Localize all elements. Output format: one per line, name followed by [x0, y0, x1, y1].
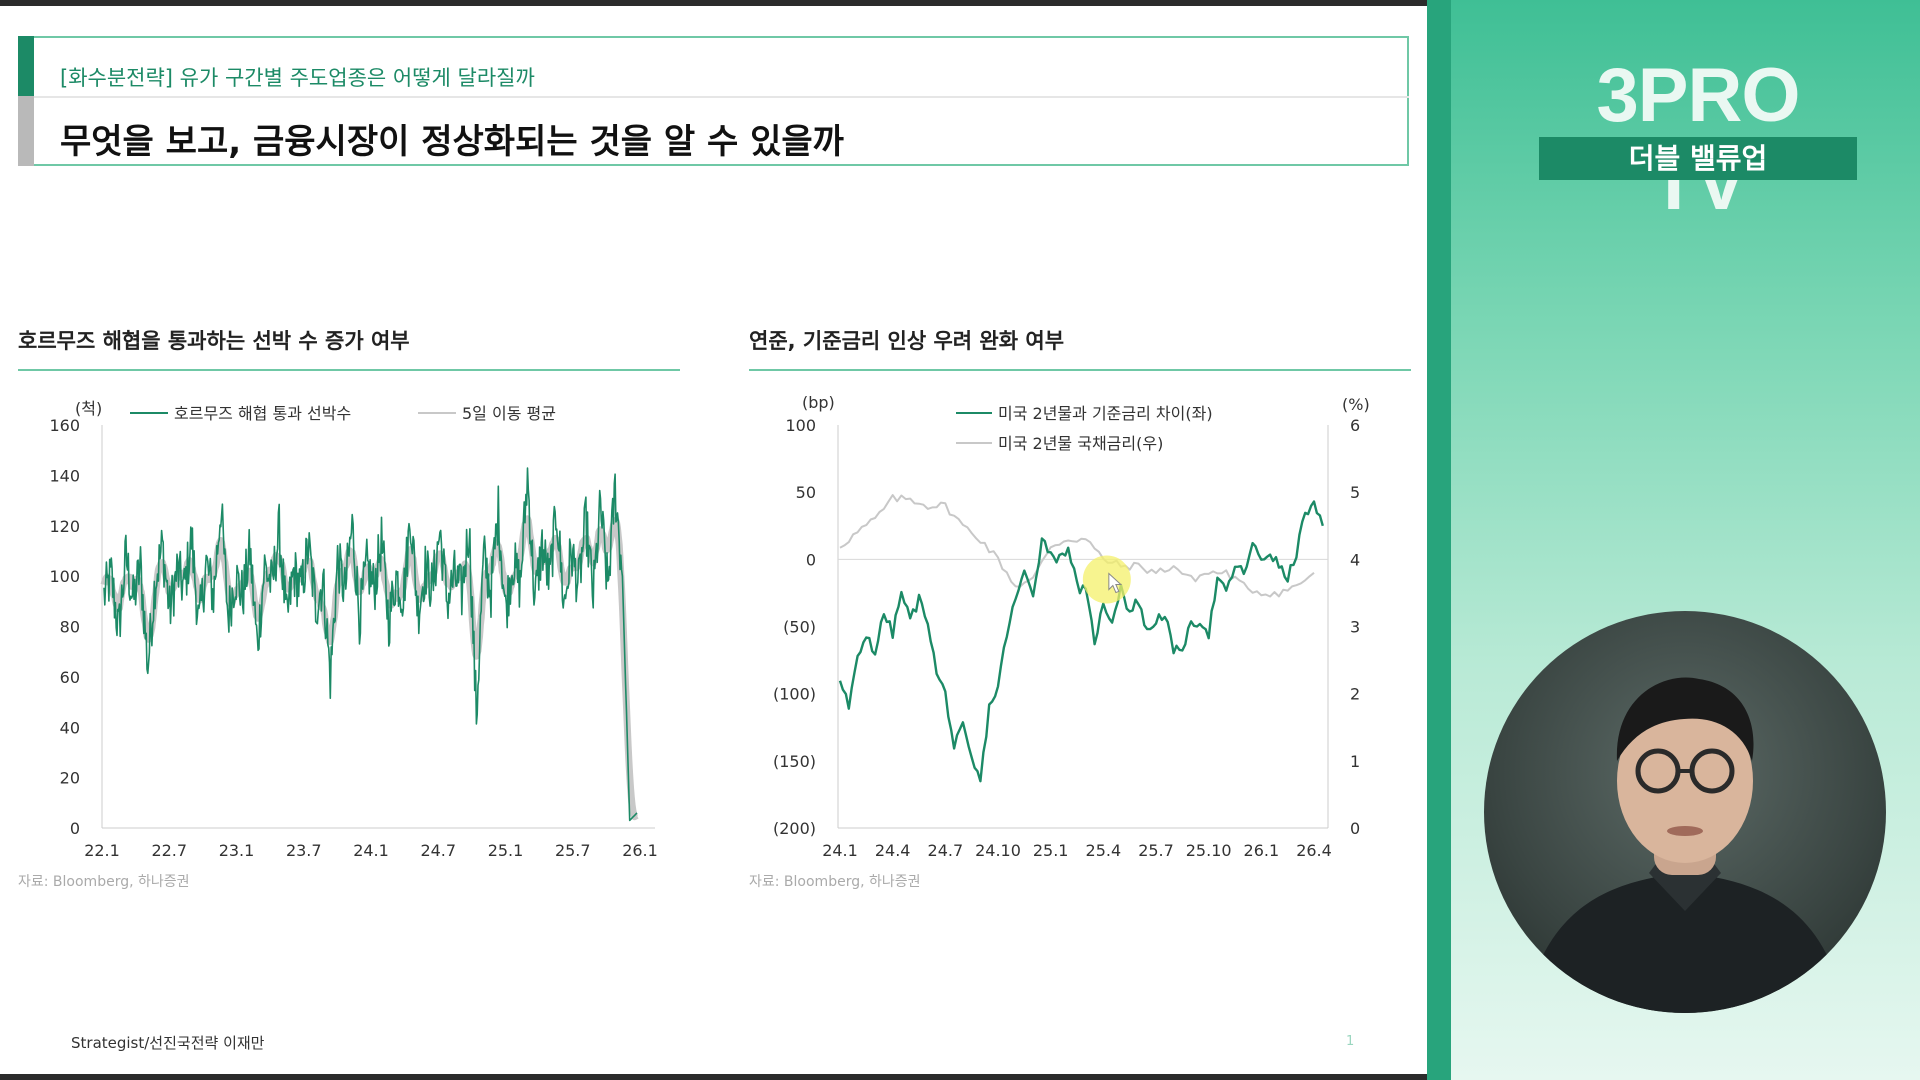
right-x-tick-label: 25.4 — [1086, 841, 1122, 860]
right-left-tick-label: 100 — [785, 416, 816, 435]
right-right-tick-label: 5 — [1350, 483, 1360, 502]
left-x-tick-label: 22.7 — [151, 841, 187, 860]
right-x-tick-label: 25.10 — [1186, 841, 1232, 860]
left-y-tick-label: 140 — [49, 466, 80, 485]
header-accent-green — [18, 36, 34, 96]
right-x-tick-label: 24.10 — [975, 841, 1021, 860]
left-y-tick-label: 120 — [49, 517, 80, 536]
left-chart-rule — [18, 369, 680, 371]
page-number: 1 — [1346, 1034, 1355, 1049]
left-y-tick-label: 40 — [60, 718, 80, 737]
left-y-tick-label: 60 — [60, 668, 80, 687]
left-y-tick-label: 160 — [49, 416, 80, 435]
left-y-tick-label: 100 — [49, 567, 80, 586]
left-x-tick-label: 25.7 — [555, 841, 591, 860]
right-x-tick-label: 26.4 — [1296, 841, 1332, 860]
right-series-2y-yield — [839, 494, 1315, 598]
right-x-tick-label: 24.1 — [822, 841, 858, 860]
right-x-tick-label: 25.1 — [1033, 841, 1069, 860]
left-y-tick-label: 80 — [60, 618, 80, 637]
presenter-webcam — [1484, 611, 1886, 1013]
left-x-tick-label: 23.7 — [286, 841, 322, 860]
right-right-tick-label: 6 — [1350, 416, 1360, 435]
right-left-tick-label: (100) — [773, 685, 816, 704]
right-right-unit: (%) — [1342, 395, 1370, 414]
right-right-tick-label: 3 — [1350, 618, 1360, 637]
right-left-tick-label: 50 — [796, 483, 816, 502]
slide-title: 무엇을 보고, 금융시장이 정상화되는 것을 알 수 있을까 — [60, 122, 844, 162]
right-chart-rule — [749, 369, 1411, 371]
right-right-tick-label: 4 — [1350, 550, 1360, 569]
left-y-tick-label: 20 — [60, 769, 80, 788]
right-x-tick-label: 24.4 — [875, 841, 911, 860]
left-x-tick-label: 24.1 — [353, 841, 389, 860]
right-x-tick-label: 24.7 — [928, 841, 964, 860]
right-right-tick-label: 1 — [1350, 752, 1360, 771]
slide — [0, 6, 1427, 1074]
left-series-ship-count — [103, 467, 638, 822]
left-chart-source: 자료: Bloomberg, 하나증권 — [18, 874, 190, 890]
right-left-tick-label: (150) — [773, 752, 816, 771]
footer-author: Strategist/선진국전략 이재만 — [71, 1034, 265, 1052]
brand-logo: 3PRO TV — [1596, 53, 1801, 226]
right-right-tick-label: 0 — [1350, 819, 1360, 838]
left-x-tick-label: 25.1 — [488, 841, 524, 860]
cursor-highlight — [1082, 555, 1131, 604]
right-series-2y-minus-policy-rate — [838, 500, 1324, 783]
right-left-unit: (bp) — [802, 393, 835, 412]
bottom-bar — [0, 1074, 1427, 1080]
right-left-tick-label: 0 — [806, 550, 816, 569]
sidebar-stripe — [1427, 0, 1451, 1080]
left-y-unit: (척) — [75, 399, 102, 418]
right-x-tick-label: 25.7 — [1138, 841, 1174, 860]
show-name-badge: 더블 밸류업 — [1539, 137, 1857, 180]
right-left-tick-label: (50) — [783, 618, 816, 637]
right-left-tick-label: (200) — [773, 819, 816, 838]
left-legend-label-2: 5일 이동 평균 — [462, 404, 556, 423]
header-divider — [34, 96, 1409, 98]
left-x-tick-label: 22.1 — [84, 841, 120, 860]
right-legend-label-2: 미국 2년물 국채금리(우) — [998, 434, 1163, 453]
right-chart: 100 50 0 (50) (100) (150) (200) 6 5 4 3 2 1 0 24.1 24.4… — [773, 393, 1370, 860]
header-accent-gray — [18, 96, 34, 166]
right-legend-label-1: 미국 2년물과 기준금리 차이(좌) — [998, 404, 1213, 423]
slide-subtitle: [화수분전략] 유가 구간별 주도업종은 어떻게 달라질까 — [60, 66, 535, 90]
right-x-tick-label: 26.1 — [1244, 841, 1280, 860]
left-chart-heading: 호르무즈 해협을 통과하는 선박 수 증가 여부 — [18, 329, 410, 353]
mouse-cursor-icon — [1108, 572, 1123, 594]
left-x-tick-label: 23.1 — [219, 841, 255, 860]
right-right-tick-label: 2 — [1350, 685, 1360, 704]
right-chart-source: 자료: Bloomberg, 하나증권 — [749, 874, 921, 890]
left-chart: 0 20 40 60 80 100 120 140 160 22.1 22.7 23.1 23.7 24.… — [49, 399, 658, 860]
header-box — [18, 36, 1409, 166]
left-y-tick-label: 0 — [70, 819, 80, 838]
right-chart-heading: 연준, 기준금리 인상 우려 완화 여부 — [749, 329, 1065, 353]
left-x-tick-label: 24.7 — [420, 841, 456, 860]
left-x-tick-label: 26.1 — [622, 841, 658, 860]
presenter-silhouette — [1524, 677, 1846, 1013]
left-legend-label-1: 호르무즈 해협 통과 선박수 — [174, 404, 351, 423]
top-bar — [0, 0, 1427, 6]
